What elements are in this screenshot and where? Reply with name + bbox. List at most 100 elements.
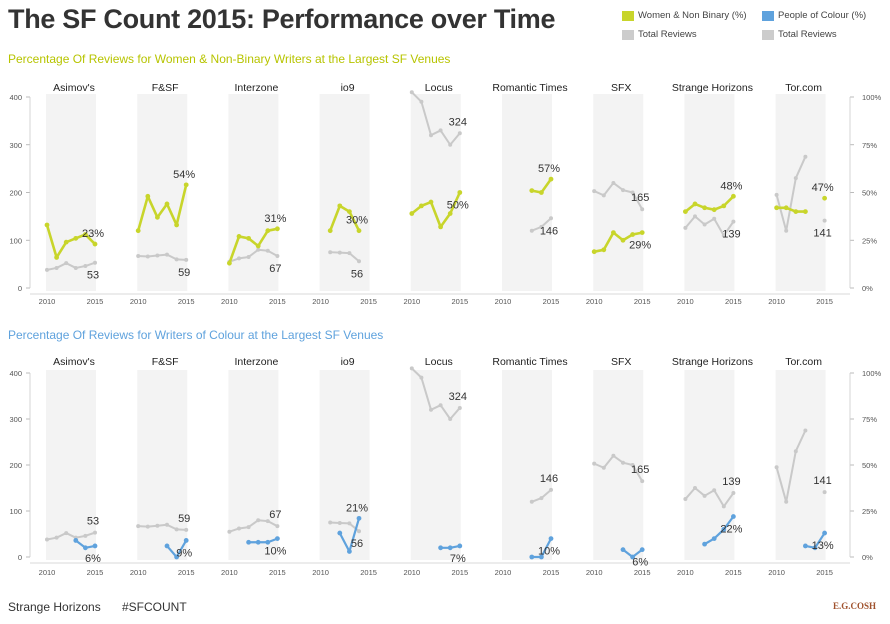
percent-data-label: 23% [82,228,104,240]
percent-point [44,222,50,228]
total-point [822,218,827,223]
percent-line-segment [328,204,342,232]
total-point [549,216,553,221]
x-tick-label: 2015 [178,297,195,306]
total-line-segment [540,488,552,500]
percent-line-segment [338,531,351,553]
x-tick-label: 2015 [543,568,560,577]
percent-point [457,190,463,195]
percent-point [812,545,818,551]
total-line-segment [602,454,615,469]
total-point [419,99,424,104]
total-point [731,219,736,224]
legend-label-total: Total Reviews [638,29,697,40]
percent-data-label: 29% [629,240,651,252]
venue-header: io9 [341,356,355,368]
x-tick-label: 2015 [360,297,377,306]
x-tick-label: 2010 [768,568,785,577]
legend-swatch-poc [762,11,774,21]
total-line-segment [713,217,725,237]
total-point [54,535,59,540]
legend-label-total-2: Total Reviews [778,29,837,40]
legend-label-poc: People of Colour (%) [778,10,867,21]
total-point [265,248,270,253]
percent-data-label: 10% [538,546,560,558]
x-tick-label: 2010 [312,297,329,306]
percent-point [711,536,717,541]
percent-point [174,222,180,228]
total-point [256,247,261,252]
percent-point [183,182,189,188]
percent-point [275,536,280,541]
percent-data-label: 30% [346,215,368,227]
percent-data-label: 10% [264,546,286,558]
percent-point [227,260,232,266]
total-line-segment [420,376,432,411]
total-point [549,487,553,492]
total-data-label: 165 [631,192,649,204]
percent-data-label: 54% [173,169,195,181]
total-point [237,526,241,531]
percent-point [447,545,453,551]
right-axis-tick-label: 50% [862,461,877,470]
x-tick-label: 2015 [816,568,833,577]
percent-point [721,527,727,532]
total-line-segment [410,91,423,103]
total-point [529,499,534,504]
percent-point [822,530,827,536]
right-axis-tick-label: 0% [862,284,873,293]
venue-panel-bg [775,94,826,291]
percent-point [639,230,645,236]
percent-point [803,543,808,549]
total-line-segment [439,404,452,420]
percent-point [711,207,717,213]
percent-data-label: 47% [812,182,834,194]
venue-header: Asimov's [53,82,95,94]
left-axis-tick-label: 400 [9,369,22,378]
venue-panel-bg [502,370,552,560]
total-line-segment [631,191,644,211]
legend-swatch-total-2 [762,30,774,40]
percent-point [236,234,242,239]
total-point [784,499,789,504]
total-data-label: 56 [351,268,363,280]
left-axis-tick-label: 200 [9,461,22,470]
total-point [693,214,697,219]
percent-point [620,547,626,553]
total-line-segment [722,220,735,237]
percent-point [275,226,280,232]
total-data-label: 324 [449,116,467,128]
total-point [457,131,462,136]
total-line-segment [775,193,788,232]
total-point [145,254,150,259]
venue-header: Romantic Times [492,82,567,94]
total-data-label: 165 [631,464,649,476]
percent-line-segment [156,202,169,219]
legend-label-women: Women & Non Binary (%) [638,10,747,21]
total-point [337,250,342,255]
percent-point [92,543,98,549]
percent-point [702,541,707,547]
percent-line-segment [175,183,188,227]
total-point [621,460,625,465]
percent-point [265,539,271,545]
percent-point [73,235,79,241]
x-tick-label: 2010 [221,297,238,306]
total-point [683,225,688,230]
percent-line-segment [136,195,150,232]
total-data-label: 59 [178,513,190,525]
venue-header: Strange Horizons [672,82,753,94]
percent-point [155,214,160,220]
right-axis-tick-label: 75% [862,141,877,150]
total-point [347,521,352,526]
percent-data-label: 31% [264,213,286,225]
left-axis-tick-label: 100 [9,236,22,245]
percent-data-label: 6% [85,553,101,565]
total-data-label: 67 [269,263,281,275]
left-axis-tick-label: 300 [9,141,22,150]
x-tick-label: 2015 [178,568,195,577]
total-point [64,531,69,536]
percent-point [438,224,443,230]
percent-point [164,201,170,207]
percent-point [246,235,252,241]
